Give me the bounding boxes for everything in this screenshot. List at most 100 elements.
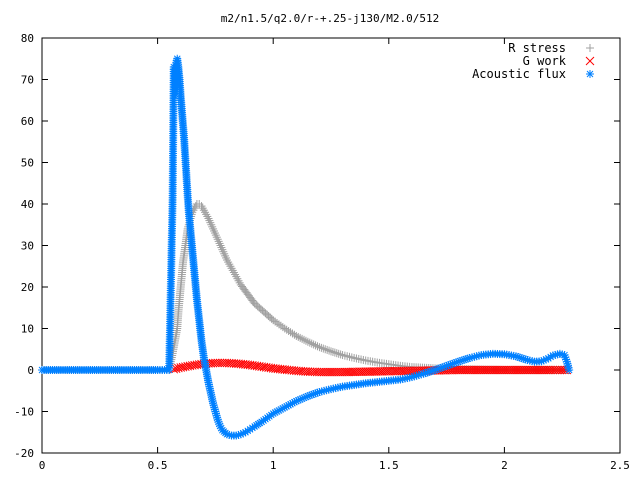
data-point (361, 367, 371, 377)
data-point (472, 365, 482, 375)
data-point (325, 346, 334, 355)
data-point (468, 365, 478, 375)
data-point (390, 366, 400, 376)
x-tick-label: 0 (39, 459, 46, 472)
data-point (323, 367, 333, 377)
data-point (315, 343, 324, 352)
data-point (222, 256, 231, 265)
data-point (527, 365, 537, 375)
data-point (200, 208, 209, 217)
series-acoustic-flux (38, 54, 574, 440)
data-point (491, 365, 501, 375)
data-point (462, 365, 471, 375)
data-point (367, 367, 377, 376)
data-point (202, 210, 211, 219)
data-point (539, 365, 549, 375)
data-point (208, 222, 217, 231)
data-point (546, 365, 555, 375)
data-point (470, 365, 480, 375)
data-point (213, 358, 223, 368)
y-tick-label: -20 (14, 447, 34, 460)
data-point (325, 367, 335, 377)
x-tick-label: 1 (270, 459, 277, 472)
data-point (220, 249, 229, 258)
data-point (313, 342, 322, 351)
legend-label: G work (523, 54, 567, 68)
legend-marker (586, 44, 594, 52)
data-point (321, 345, 330, 354)
data-point (565, 366, 574, 374)
y-tick-label: 10 (21, 323, 34, 336)
data-point (342, 367, 352, 377)
data-point (344, 367, 354, 377)
data-point (523, 365, 532, 375)
data-point (330, 348, 339, 357)
data-point (518, 365, 528, 375)
data-point (224, 258, 233, 267)
data-point (550, 365, 560, 375)
data-point (516, 365, 526, 375)
data-point (510, 365, 520, 375)
data-point (401, 366, 410, 376)
data-point (376, 367, 385, 376)
data-point (481, 365, 490, 375)
x-tick-label: 2 (501, 459, 508, 472)
data-point (487, 365, 497, 375)
data-point (355, 367, 364, 377)
data-point (227, 264, 236, 273)
x-tick-label: 2.5 (610, 459, 630, 472)
data-point (222, 253, 231, 262)
series-r-stress (38, 200, 571, 374)
data-point (334, 349, 343, 358)
data-point (334, 367, 343, 377)
data-point (504, 365, 513, 375)
data-point (508, 365, 518, 375)
x-tick-label: 1.5 (379, 459, 399, 472)
data-point (327, 347, 335, 356)
data-point (458, 365, 467, 375)
data-point (233, 274, 242, 283)
data-point (312, 367, 322, 377)
data-point (321, 367, 331, 377)
data-point (350, 367, 360, 377)
axes: 0 0.5 1 1.5 2 2.5 -20 -10 0 10 20 30 40 50 60 70 80 (14, 32, 630, 472)
data-point (489, 365, 499, 375)
data-point (311, 341, 320, 350)
data-point (399, 366, 408, 376)
data-point (336, 367, 345, 377)
data-point (357, 367, 366, 377)
data-point (373, 367, 383, 376)
chart-title: m2/n1.5/q2.0/r-+.25-j130/M2.0/512 (221, 12, 440, 25)
data-point (331, 367, 341, 377)
data-point (380, 366, 389, 376)
data-point (369, 367, 379, 376)
y-tick-label: -10 (14, 406, 34, 419)
data-point (329, 367, 339, 377)
data-point (384, 366, 394, 376)
data-point (300, 335, 309, 344)
data-point (298, 334, 307, 343)
data-point (217, 358, 227, 368)
data-point (232, 272, 241, 281)
data-point (466, 365, 476, 375)
data-point (218, 245, 227, 254)
data-point (557, 365, 567, 375)
data-point (497, 365, 507, 375)
data-point (226, 262, 235, 271)
data-point (506, 365, 516, 375)
data-point (544, 365, 553, 375)
data-point (365, 367, 375, 376)
data-point (514, 365, 524, 375)
data-point (493, 365, 503, 375)
data-point (219, 247, 228, 256)
data-point (338, 367, 347, 377)
data-point (392, 366, 402, 376)
data-point (525, 365, 534, 375)
data-point (214, 237, 223, 246)
data-point (535, 365, 545, 375)
data-point (215, 239, 224, 248)
data-point (352, 367, 362, 377)
data-point (228, 266, 237, 275)
data-point (323, 345, 332, 354)
